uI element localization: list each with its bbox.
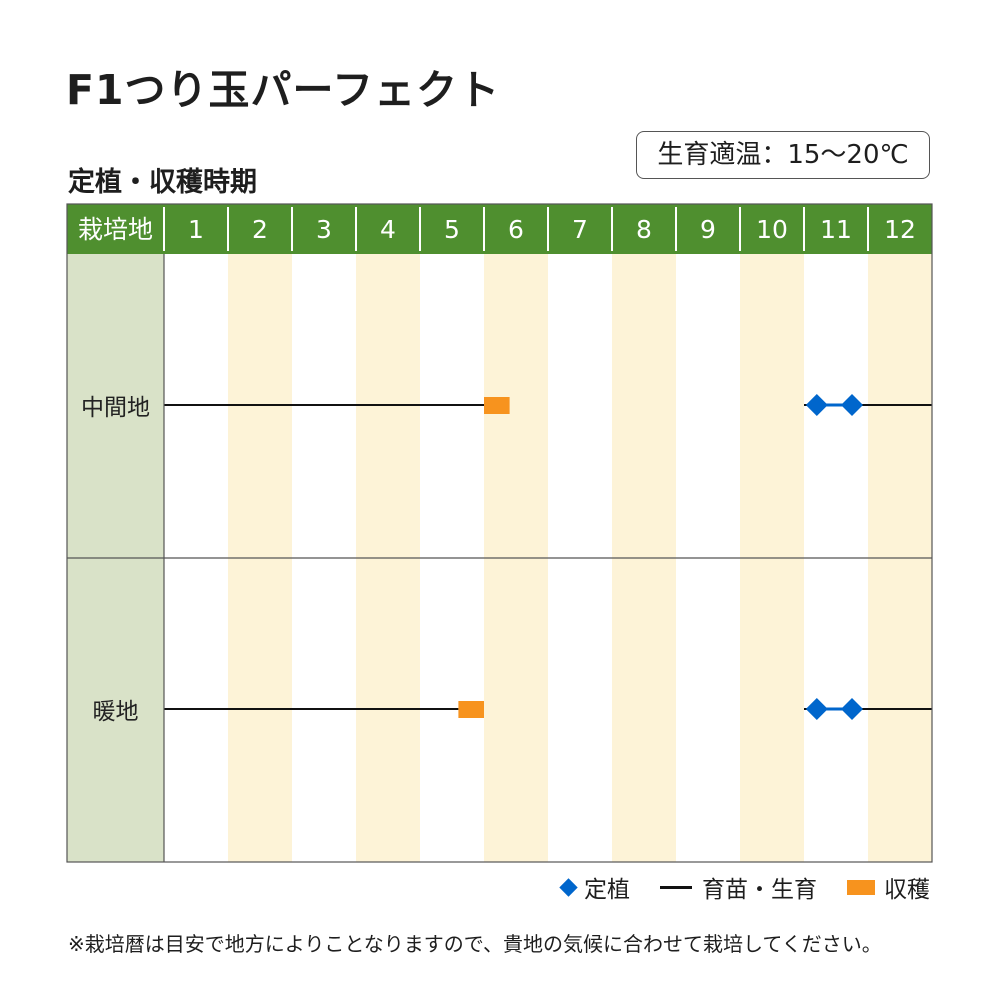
region-label: 暖地	[93, 699, 139, 725]
month-tick-label: 6	[508, 215, 524, 244]
month-tick-label: 12	[884, 215, 916, 244]
month-tick-label: 1	[188, 215, 204, 244]
legend-planting: 定植	[559, 870, 630, 904]
month-tick-label: 8	[636, 215, 652, 244]
legend-harvest-label: 収穫	[884, 877, 930, 903]
month-tick-label: 10	[756, 215, 788, 244]
month-tick-label: 11	[820, 215, 852, 244]
legend-planting-label: 定植	[584, 877, 630, 903]
planting-diamond	[841, 394, 863, 416]
planting-diamond	[841, 698, 863, 720]
month-tick-label: 5	[444, 215, 460, 244]
region-label: 中間地	[81, 395, 150, 421]
footnote: ※栽培暦は目安で地方によりことなりますので、貴地の気候に合わせて栽培してください…	[68, 932, 882, 956]
month-tick-label: 3	[316, 215, 332, 244]
page-title: F1つり玉パーフェクト	[66, 66, 501, 114]
harvest-bar	[458, 701, 484, 718]
month-tick-label: 2	[252, 215, 268, 244]
line-icon	[660, 885, 692, 889]
header-bar	[67, 204, 932, 254]
square-icon	[847, 879, 875, 895]
legend: 定植 育苗・生育 収穫	[559, 870, 930, 904]
diamond-icon	[559, 877, 578, 897]
month-tick-label: 9	[700, 215, 716, 244]
harvest-bar	[484, 397, 510, 414]
header-label: 栽培地	[78, 215, 153, 244]
legend-growing: 育苗・生育	[660, 870, 817, 904]
month-tick-label: 4	[380, 215, 396, 244]
planting-diamond	[805, 698, 828, 720]
legend-growing-label: 育苗・生育	[702, 877, 817, 903]
legend-harvest: 収穫	[847, 870, 930, 904]
chart-subtitle: 定植・収穫時期	[68, 167, 257, 198]
chart-border	[66, 203, 933, 863]
temperature-badge: 生育適温：15〜20℃	[636, 131, 930, 179]
planting-diamond	[805, 394, 828, 416]
month-tick-label: 7	[572, 215, 588, 244]
